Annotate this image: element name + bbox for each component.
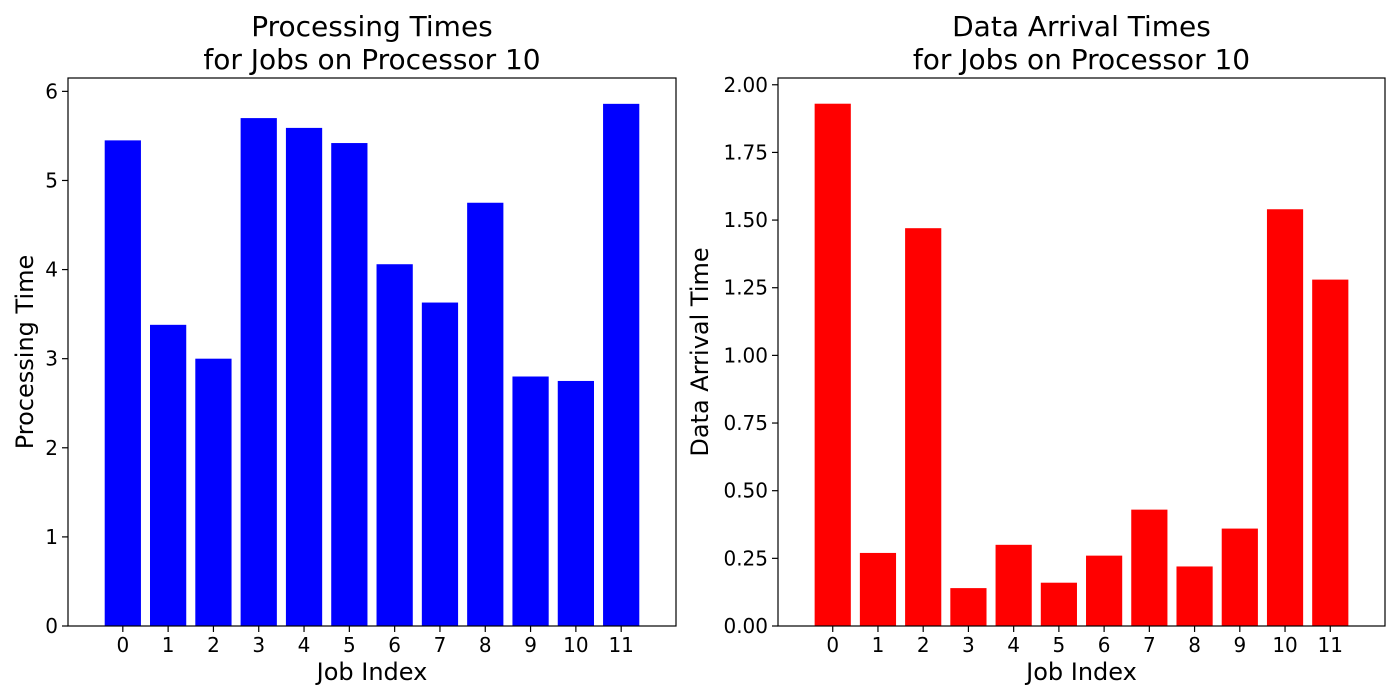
x-tick-label: 11	[1318, 633, 1343, 657]
x-tick-label: 11	[608, 633, 633, 657]
x-tick-label: 10	[1272, 633, 1297, 657]
bar-3	[950, 588, 987, 626]
x-tick-label: 7	[434, 633, 447, 657]
x-tick-label: 1	[162, 633, 175, 657]
y-tick-label: 0.25	[723, 546, 768, 570]
y-tick-label: 0.50	[723, 479, 768, 503]
y-axis-label: Processing Time	[11, 255, 39, 450]
bar-10	[557, 380, 594, 626]
bar-1	[150, 324, 187, 626]
x-tick-label: 10	[563, 633, 588, 657]
x-tick-label: 4	[1007, 633, 1020, 657]
bar-4	[285, 127, 323, 627]
x-tick-label: 2	[917, 633, 930, 657]
x-tick-label: 9	[524, 633, 537, 657]
bar-3	[240, 118, 277, 626]
x-axis-label: Job Index	[1024, 658, 1137, 686]
y-tick-label: 0.75	[723, 411, 768, 435]
chart-title-line-2: for Jobs on Processor 10	[913, 43, 1250, 76]
y-tick-label: 4	[45, 258, 58, 282]
bar-5	[1040, 582, 1077, 626]
x-tick-label: 3	[962, 633, 975, 657]
x-tick-label: 0	[116, 633, 129, 657]
x-axis-label: Job Index	[315, 658, 428, 686]
bar-7	[1131, 509, 1168, 626]
bar-5	[331, 143, 368, 626]
data-arrival-times-chart: Data Arrival Times for Jobs on Processor…	[686, 10, 1386, 686]
y-tick-label: 0	[45, 614, 58, 638]
chart-title-line-1: Processing Times	[251, 10, 493, 43]
y-tick-label: 1	[45, 525, 58, 549]
x-tick-label: 3	[252, 633, 265, 657]
bar-11	[603, 103, 640, 627]
x-tick-label: 8	[1188, 633, 1201, 657]
y-tick-label: 5	[45, 168, 58, 192]
x-tick-label: 6	[388, 633, 401, 657]
x-tick-label: 5	[343, 633, 356, 657]
bar-2	[195, 358, 232, 626]
x-tick-label: 8	[479, 633, 492, 657]
y-tick-label: 6	[45, 79, 58, 103]
x-tick-label: 9	[1233, 633, 1246, 657]
plot-frame	[777, 77, 1386, 627]
bar-0	[814, 103, 851, 627]
bar-4	[995, 544, 1032, 626]
bar-9	[1221, 528, 1258, 626]
x-tick-label: 2	[207, 633, 220, 657]
bar-0	[104, 140, 141, 627]
x-tick-label: 1	[872, 633, 885, 657]
y-tick-label: 1.25	[723, 276, 768, 300]
x-tick-label: 6	[1098, 633, 1111, 657]
y-tick-label: 1.50	[723, 208, 768, 232]
y-tick-label: 0.00	[723, 614, 768, 638]
chart-title-line-2: for Jobs on Processor 10	[203, 43, 540, 76]
bar-9	[512, 376, 549, 626]
bar-1	[859, 552, 897, 626]
bar-7	[421, 302, 459, 626]
y-axis-label: Data Arrival Time	[686, 247, 714, 456]
y-tick-label: 1.00	[723, 343, 768, 367]
bar-11	[1312, 279, 1349, 626]
chart-title-line-1: Data Arrival Times	[952, 10, 1211, 43]
x-tick-label: 7	[1143, 633, 1156, 657]
bar-8	[1176, 566, 1213, 626]
processing-times-chart: Processing Times for Jobs on Processor 1…	[11, 10, 677, 686]
x-tick-label: 0	[826, 633, 839, 657]
x-tick-label: 5	[1053, 633, 1066, 657]
plot-frame	[67, 77, 677, 627]
x-tick-label: 4	[298, 633, 311, 657]
bar-6	[376, 264, 413, 626]
y-tick-label: 2.00	[723, 73, 768, 97]
bar-10	[1266, 209, 1304, 626]
bar-8	[467, 202, 504, 626]
y-tick-label: 2	[45, 436, 58, 460]
bar-2	[905, 228, 942, 626]
bar-6	[1086, 555, 1123, 626]
y-tick-label: 3	[45, 347, 58, 371]
y-tick-label: 1.75	[723, 140, 768, 164]
